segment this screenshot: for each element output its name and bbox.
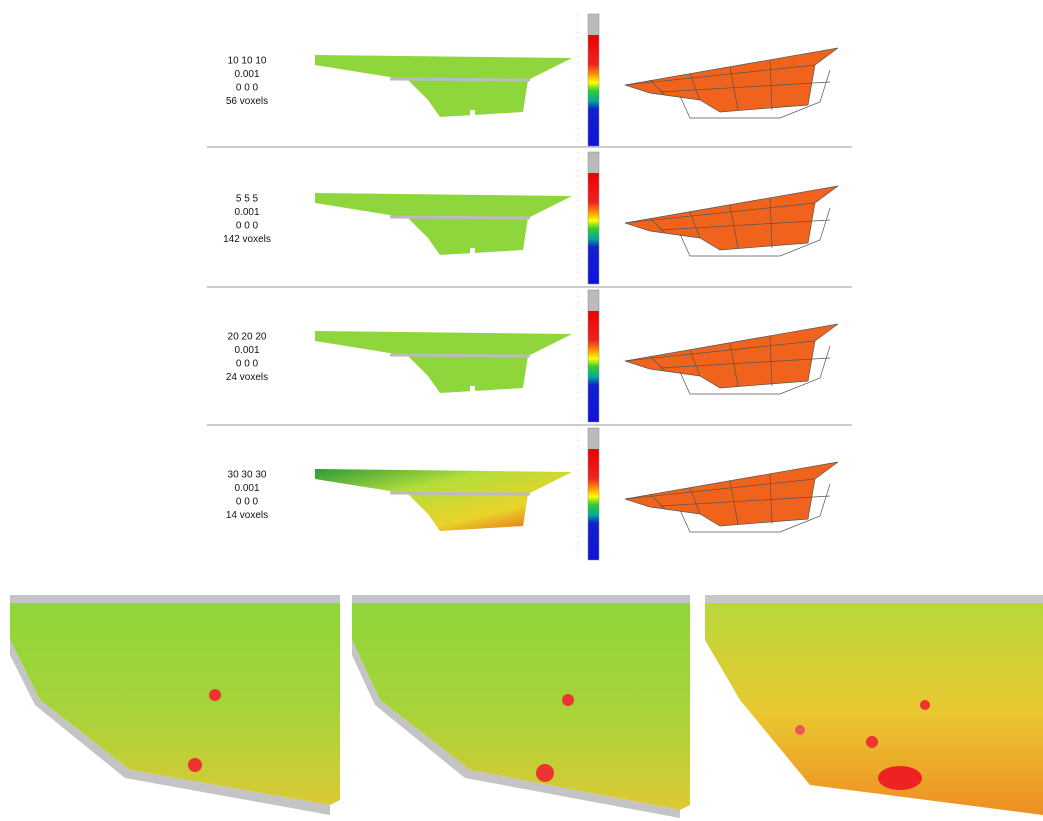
row-label: 10 10 10	[228, 56, 267, 67]
colorbar	[578, 290, 599, 422]
voxel-grid	[625, 48, 838, 118]
row-label: 0.001	[234, 69, 259, 80]
row-label: 0 0 0	[236, 497, 259, 508]
hotspot	[878, 766, 922, 790]
row-labels: 10 10 10 0.001 0 0 0 56 voxels 5 5 5 0.001 0 0…	[223, 56, 271, 522]
colorbar	[578, 428, 599, 560]
row-label: 142 voxels	[223, 234, 271, 245]
green-cloud	[315, 331, 572, 394]
hotspot	[866, 736, 878, 748]
page: 10 10 10 0.001 0 0 0 56 voxels 5 5 5 0.001 0 0…	[0, 0, 1043, 821]
green-cloud	[315, 55, 572, 118]
heatmap	[705, 603, 1043, 821]
voxel-grid	[625, 186, 838, 256]
hotspot	[562, 694, 574, 706]
row-label: 0.001	[234, 207, 259, 218]
hotspot	[188, 758, 202, 772]
row-label: 0 0 0	[236, 221, 259, 232]
row-label: 24 voxels	[226, 372, 268, 383]
hotspot	[209, 689, 221, 701]
row-label: 0.001	[234, 483, 259, 494]
row-label: 0.001	[234, 345, 259, 356]
row-label: 56 voxels	[226, 96, 268, 107]
hotspot	[920, 700, 930, 710]
panel-bg	[705, 595, 1043, 603]
top-panels	[207, 14, 852, 560]
strip	[390, 493, 530, 494]
row-label: 0 0 0	[236, 359, 259, 370]
figure: 10 10 10 0.001 0 0 0 56 voxels 5 5 5 0.001 0 0…	[0, 0, 1043, 821]
hotspot	[795, 725, 805, 735]
bottom-panels	[10, 595, 1043, 821]
green-cloud	[315, 193, 572, 256]
row-label: 0 0 0	[236, 83, 259, 94]
row-label: 30 30 30	[228, 470, 267, 481]
colorbar	[578, 152, 599, 284]
voxel-grid	[625, 324, 838, 394]
row-label: 20 20 20	[228, 332, 267, 343]
colorbar	[578, 14, 599, 146]
hotspot	[536, 764, 554, 782]
row-label: 5 5 5	[236, 194, 259, 205]
row-label: 14 voxels	[226, 510, 268, 521]
heat-cloud	[315, 469, 572, 531]
voxel-grid	[625, 462, 838, 532]
